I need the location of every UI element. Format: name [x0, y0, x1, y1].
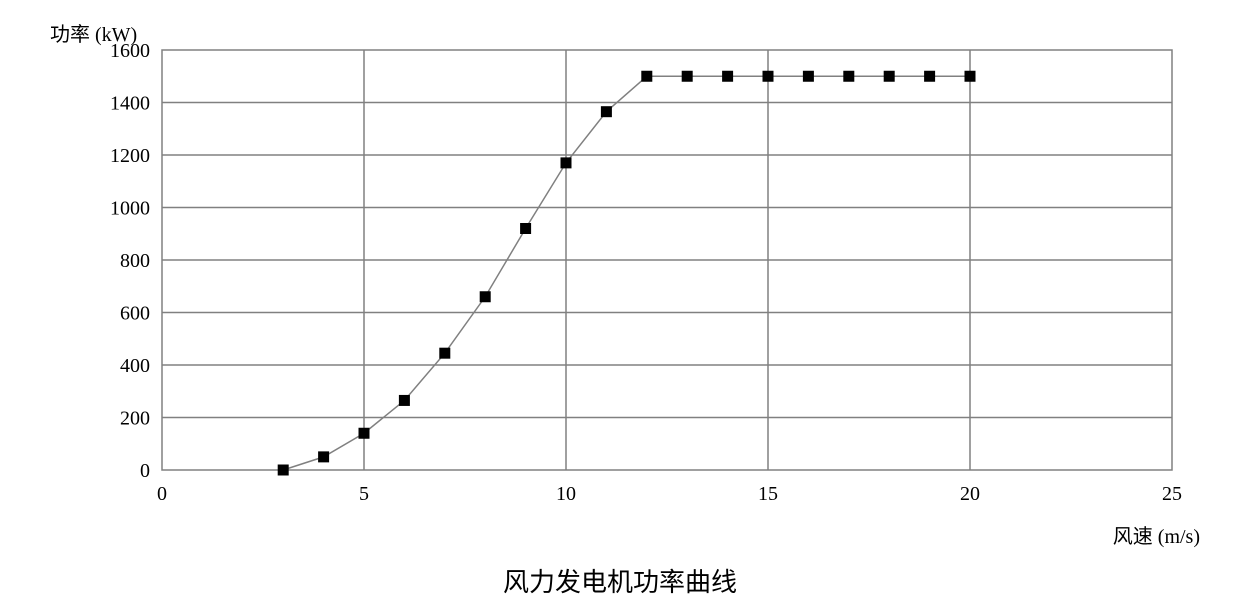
data-marker	[682, 71, 692, 81]
data-marker	[521, 224, 531, 234]
data-marker	[642, 71, 652, 81]
data-marker	[601, 107, 611, 117]
y-tick-label: 800	[120, 250, 150, 272]
y-tick-label: 0	[140, 460, 150, 482]
data-marker	[440, 348, 450, 358]
data-marker	[763, 71, 773, 81]
y-tick-label: 1400	[110, 93, 150, 115]
y-tick-label: 1200	[110, 145, 150, 167]
data-marker	[319, 452, 329, 462]
data-marker	[884, 71, 894, 81]
data-marker	[723, 71, 733, 81]
data-marker	[399, 395, 409, 405]
y-tick-label: 1000	[110, 198, 150, 220]
data-marker	[561, 158, 571, 168]
data-marker	[844, 71, 854, 81]
data-marker	[925, 71, 935, 81]
power-curve-chart: 0 200 400 600 800 1000 1200 1400 1600 0 5 10 15 20 25	[0, 0, 1240, 616]
data-marker	[803, 71, 813, 81]
data-marker	[359, 428, 369, 438]
data-marker	[965, 71, 975, 81]
x-tick-label: 20	[960, 483, 980, 505]
x-tick-label: 0	[157, 483, 167, 505]
data-marker	[278, 465, 288, 475]
y-tick-label: 200	[120, 408, 150, 430]
y-tick-label: 600	[120, 303, 150, 325]
x-tick-label: 25	[1162, 483, 1182, 505]
y-tick-label: 1600	[110, 40, 150, 62]
x-tick-label: 10	[556, 483, 576, 505]
power-curve-line	[283, 76, 970, 470]
x-tick-label: 15	[758, 483, 778, 505]
x-tick-label: 5	[359, 483, 369, 505]
y-tick-label: 400	[120, 355, 150, 377]
data-marker	[480, 292, 490, 302]
